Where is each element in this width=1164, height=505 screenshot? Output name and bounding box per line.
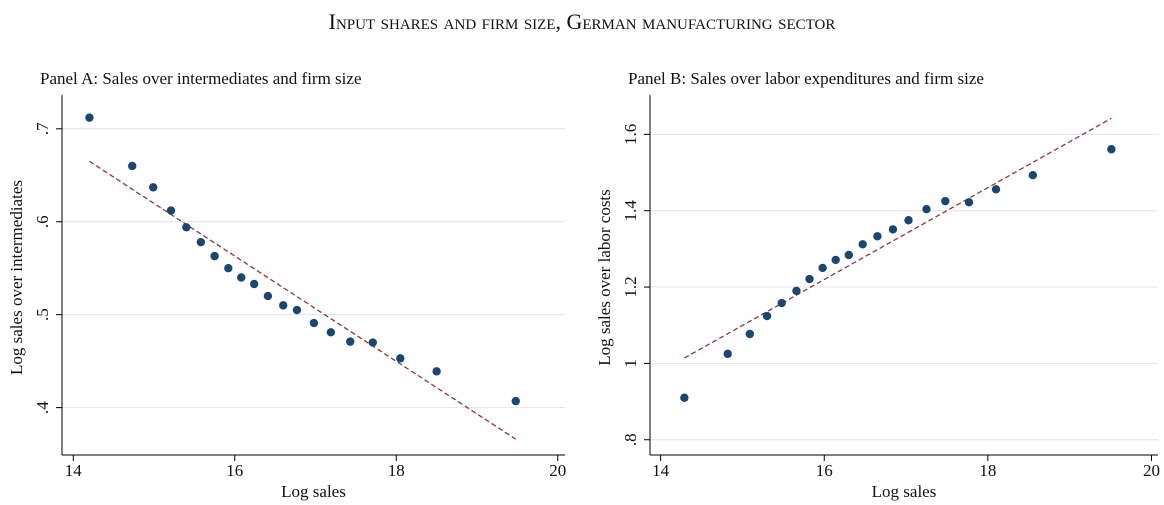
point bbox=[237, 273, 246, 282]
panel-title: Panel A: Sales over intermediates and fi… bbox=[40, 69, 362, 88]
y-axis-title: Log sales over intermediates bbox=[7, 180, 26, 375]
point bbox=[166, 206, 176, 215]
point bbox=[858, 240, 867, 249]
point bbox=[279, 301, 288, 310]
point bbox=[432, 367, 441, 376]
point bbox=[210, 251, 219, 261]
point bbox=[326, 328, 336, 337]
y-tick-label: 1 bbox=[621, 359, 640, 368]
point bbox=[805, 274, 814, 284]
x-tick-label: 20 bbox=[549, 461, 566, 480]
point bbox=[723, 349, 732, 359]
point bbox=[128, 161, 137, 171]
x-tick-label: 14 bbox=[652, 461, 670, 480]
y-axis-title: Log sales over labor costs bbox=[595, 189, 614, 366]
point bbox=[309, 318, 319, 328]
y-tick-label: .8 bbox=[621, 433, 640, 446]
point bbox=[922, 204, 931, 214]
point bbox=[368, 338, 378, 347]
point bbox=[1107, 145, 1116, 154]
point bbox=[831, 255, 840, 265]
point bbox=[941, 196, 950, 206]
point bbox=[196, 237, 206, 247]
x-axis-title: Log sales bbox=[872, 482, 937, 501]
x-tick-label: 16 bbox=[226, 461, 243, 480]
y-tick-label: 1.2 bbox=[621, 276, 640, 297]
figure-title: Input shares and firm size, German manuf… bbox=[329, 9, 836, 34]
point bbox=[680, 393, 689, 402]
point bbox=[182, 223, 191, 232]
point bbox=[1028, 170, 1038, 180]
point bbox=[818, 263, 827, 273]
point bbox=[85, 113, 94, 122]
x-tick-label: 18 bbox=[979, 461, 996, 480]
x-tick-label: 18 bbox=[388, 461, 405, 480]
panel-title: Panel B: Sales over labor expenditures a… bbox=[628, 69, 984, 88]
x-axis-title: Log sales bbox=[281, 482, 346, 501]
y-tick-label: 1.6 bbox=[621, 124, 640, 145]
point bbox=[904, 216, 913, 225]
point bbox=[292, 305, 302, 315]
point bbox=[991, 185, 1001, 194]
point bbox=[873, 232, 882, 241]
point bbox=[396, 354, 405, 363]
fit-line bbox=[684, 117, 1112, 359]
y-tick-label: .7 bbox=[33, 122, 52, 135]
y-tick-label: .5 bbox=[33, 308, 52, 321]
point bbox=[249, 279, 259, 289]
y-tick-label: 1.4 bbox=[621, 200, 640, 222]
point bbox=[745, 329, 755, 339]
point bbox=[844, 250, 853, 260]
point bbox=[762, 311, 772, 321]
point bbox=[964, 198, 974, 207]
point bbox=[511, 396, 520, 406]
y-tick-label: .4 bbox=[33, 401, 52, 414]
x-tick-label: 14 bbox=[65, 461, 83, 480]
point bbox=[888, 225, 898, 234]
point bbox=[346, 337, 355, 346]
point bbox=[224, 264, 233, 273]
point bbox=[149, 183, 158, 192]
point bbox=[792, 286, 801, 296]
x-tick-label: 20 bbox=[1143, 461, 1160, 480]
point bbox=[263, 291, 273, 301]
y-tick-label: .6 bbox=[33, 215, 52, 228]
x-tick-label: 16 bbox=[816, 461, 833, 480]
fit-line bbox=[89, 160, 517, 440]
point bbox=[777, 298, 786, 308]
